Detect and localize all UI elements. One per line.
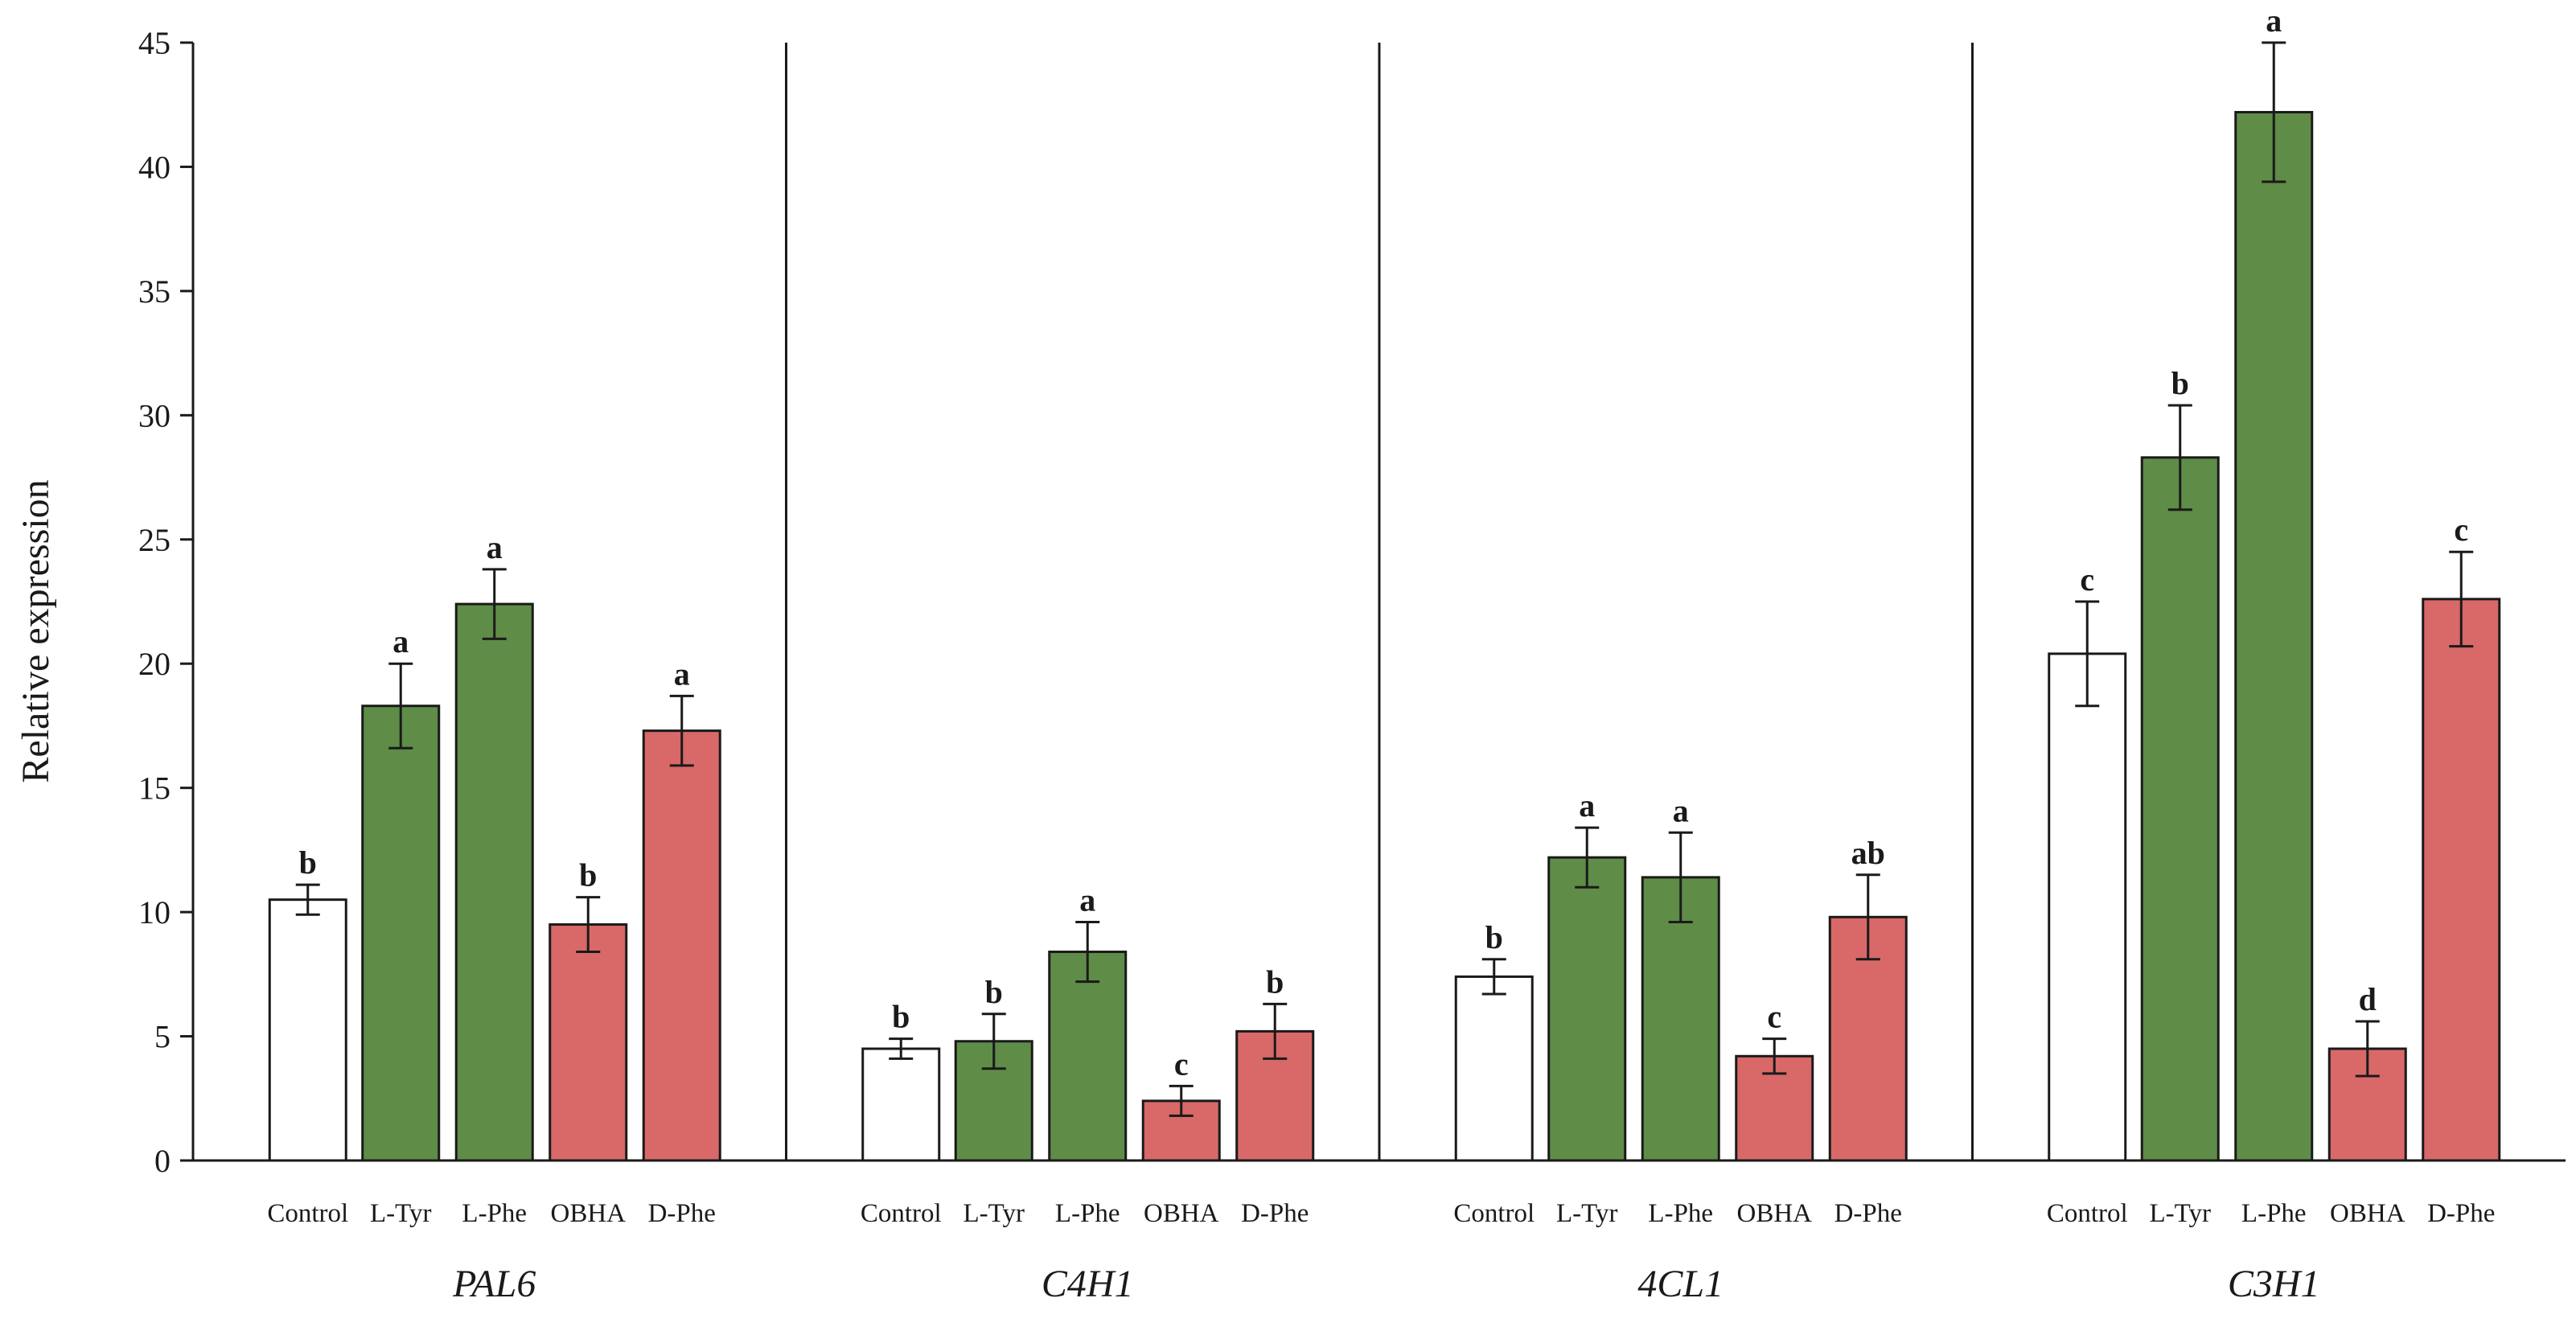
significance-label: ab xyxy=(1851,835,1885,871)
category-label: OBHA xyxy=(1144,1199,1219,1228)
bar-c4h1-control xyxy=(861,1047,941,1162)
gene-label-4cl1: 4CL1 xyxy=(1637,1263,1723,1305)
bar-c4h1-l-phe xyxy=(1048,951,1128,1162)
category-label: L-Phe xyxy=(462,1199,527,1228)
gene-label-c4h1: C4H1 xyxy=(1041,1263,1134,1305)
category-label: L-Phe xyxy=(1055,1199,1120,1228)
y-tick-label: 20 xyxy=(138,646,171,682)
category-label: Control xyxy=(2047,1199,2128,1228)
significance-label: a xyxy=(1079,881,1095,918)
category-label: L-Tyr xyxy=(1556,1199,1618,1228)
y-axis-label: Relative expression xyxy=(14,479,57,783)
bar-c3h1-l-phe xyxy=(2234,110,2314,1162)
significance-label: c xyxy=(1767,999,1781,1035)
significance-label: a xyxy=(1579,787,1595,824)
significance-label: b xyxy=(1485,919,1503,955)
bar-c3h1-control xyxy=(2048,652,2127,1162)
y-tick-label: 5 xyxy=(154,1019,171,1055)
y-tick-label: 0 xyxy=(154,1143,171,1179)
y-tick-label: 45 xyxy=(138,25,171,61)
category-label: OBHA xyxy=(550,1199,626,1228)
significance-label: d xyxy=(2359,981,2377,1017)
y-tick-label: 15 xyxy=(138,770,171,807)
significance-label: b xyxy=(1266,963,1284,1000)
category-label: OBHA xyxy=(2330,1199,2405,1228)
category-label: D-Phe xyxy=(1834,1199,1902,1228)
y-tick-label: 30 xyxy=(138,397,171,433)
category-label: L-Tyr xyxy=(2150,1199,2212,1228)
significance-label: b xyxy=(892,999,910,1035)
bar-c3h1-l-tyr xyxy=(2140,456,2220,1162)
category-label: L-Phe xyxy=(2241,1199,2307,1228)
gene-label-pal6: PAL6 xyxy=(452,1263,536,1305)
category-label: D-Phe xyxy=(648,1199,716,1228)
category-label: Control xyxy=(267,1199,348,1228)
bar-4cl1-l-phe xyxy=(1641,876,1720,1162)
significance-label: c xyxy=(1174,1045,1189,1082)
significance-label: a xyxy=(674,655,690,692)
category-label: L-Tyr xyxy=(963,1199,1025,1228)
bar-pal6-l-phe xyxy=(454,602,534,1162)
bar-pal6-obha xyxy=(548,923,628,1162)
bar-4cl1-l-tyr xyxy=(1547,856,1627,1162)
significance-label: b xyxy=(985,974,1003,1010)
significance-label: b xyxy=(2171,365,2189,401)
category-label: OBHA xyxy=(1736,1199,1812,1228)
significance-label: c xyxy=(2454,511,2468,548)
y-tick-label: 25 xyxy=(138,522,171,558)
gene-label-c3h1: C3H1 xyxy=(2228,1263,2320,1305)
y-tick-label: 10 xyxy=(138,894,171,930)
category-label: L-Phe xyxy=(1648,1199,1713,1228)
significance-label: b xyxy=(579,857,597,893)
bar-4cl1-control xyxy=(1454,975,1534,1162)
significance-label: c xyxy=(2080,561,2094,598)
category-label: Control xyxy=(1453,1199,1535,1228)
significance-label: a xyxy=(487,529,503,565)
significance-label: b xyxy=(299,844,317,881)
category-label: D-Phe xyxy=(1241,1199,1309,1228)
bar-pal6-d-phe xyxy=(642,729,721,1162)
category-label: Control xyxy=(861,1199,942,1228)
significance-label: a xyxy=(392,623,409,659)
bar-pal6-l-tyr xyxy=(361,705,441,1162)
y-tick-label: 35 xyxy=(138,273,171,310)
category-label: L-Tyr xyxy=(370,1199,432,1228)
y-tick-label: 40 xyxy=(138,149,171,185)
bar-c3h1-d-phe xyxy=(2422,598,2501,1162)
bar-pal6-control xyxy=(268,898,347,1162)
significance-label: a xyxy=(2266,2,2282,39)
category-label: D-Phe xyxy=(2427,1199,2495,1228)
significance-label: a xyxy=(1673,792,1689,828)
